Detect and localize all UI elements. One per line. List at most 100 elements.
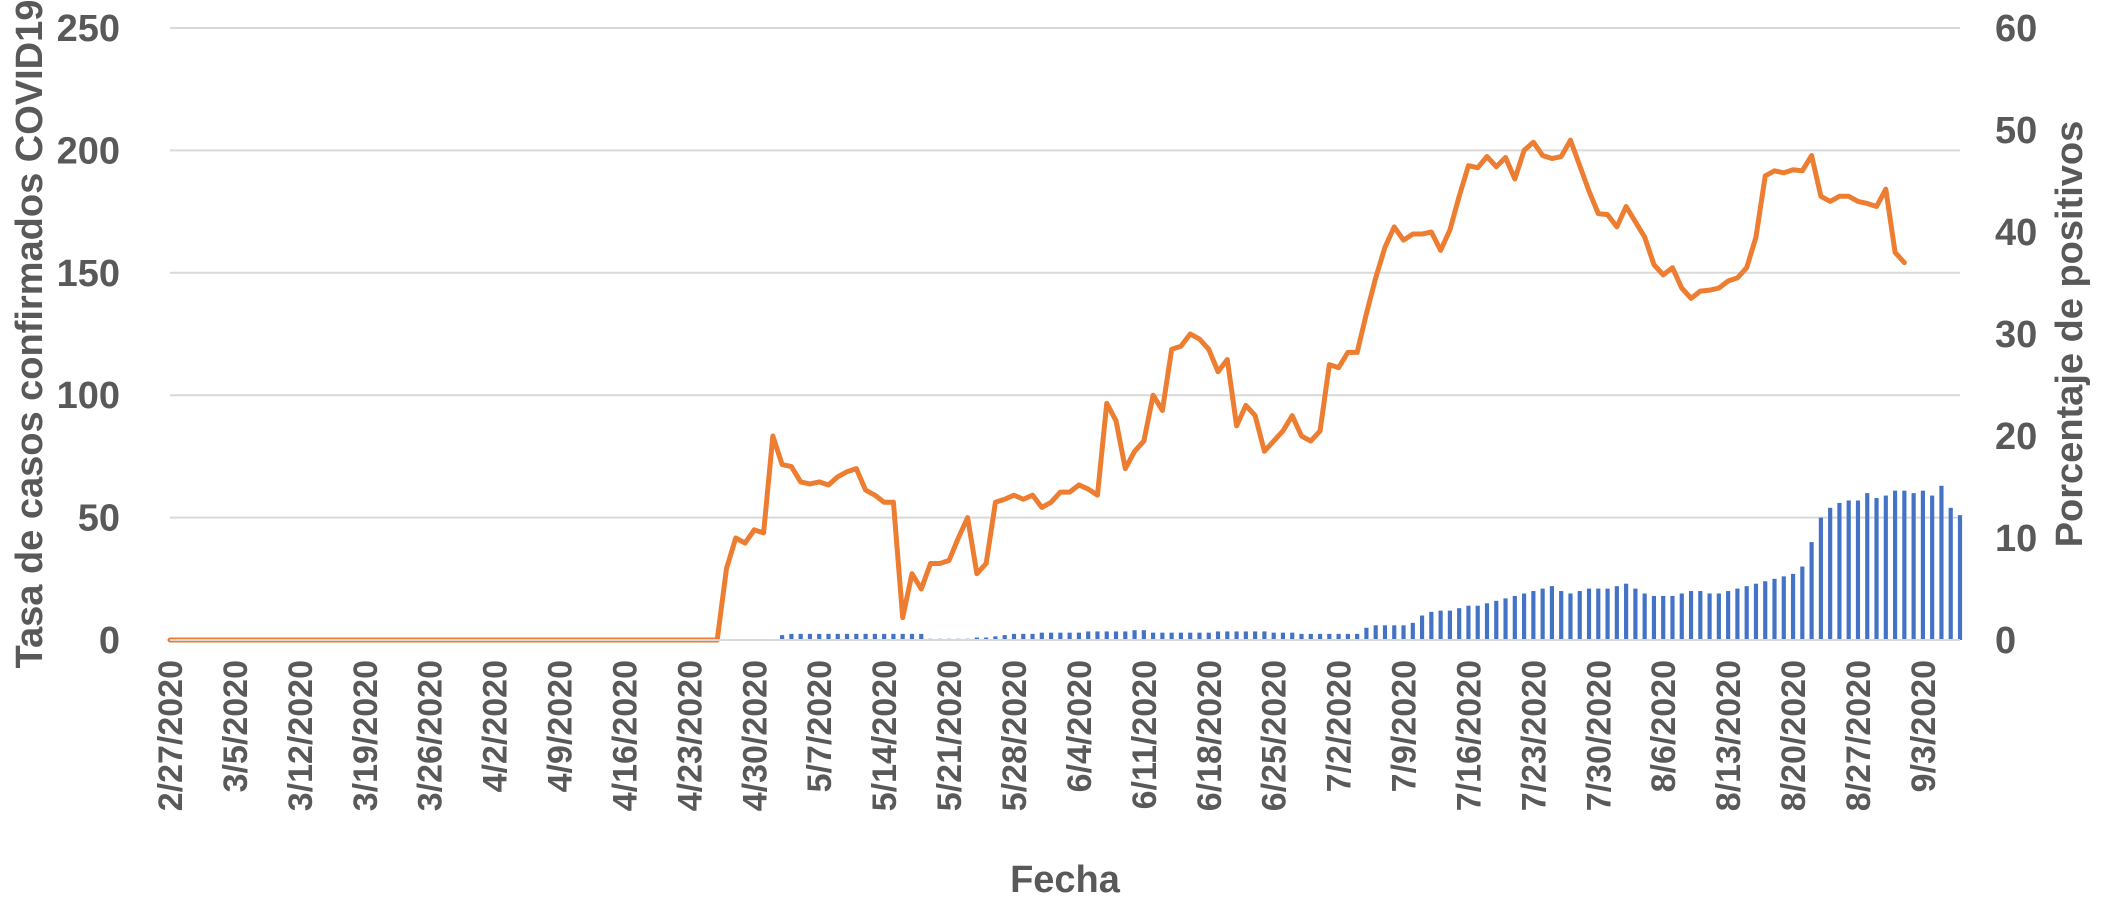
bar [1651,595,1657,640]
bar [1271,632,1276,640]
bar [1855,500,1861,640]
bar [1670,595,1675,640]
x-tick-label: 9/3/2020 [1905,660,1943,792]
gridlines [170,27,1960,519]
bar [826,633,831,640]
x-tick-label: 6/11/2020 [1126,660,1164,809]
x-tick-label: 7/30/2020 [1580,660,1618,811]
x-tick-label: 3/12/2020 [282,660,320,811]
right-y-tick-label: 30 [1995,314,2037,356]
bar [1401,625,1406,640]
bar [1197,632,1202,640]
bar [1225,631,1230,640]
bar [1661,595,1666,640]
left-y-tick-label: 200 [57,130,120,172]
bar [854,633,859,640]
bar [909,633,915,640]
bar [1911,493,1916,640]
bar [817,633,822,640]
bar [891,633,896,640]
bar [1920,490,1925,640]
bar [1596,588,1601,640]
bar [1800,566,1805,640]
right-y-axis-title: Porcentaje de positivos [2049,121,2091,548]
bar [1243,631,1248,640]
bar [1011,633,1017,640]
bar [1002,635,1007,640]
bar [1679,593,1684,640]
x-tick-label: 7/23/2020 [1515,660,1553,811]
right-y-axis-ticks: 0 10 20 30 40 50 60 [1995,8,2037,662]
x-tick-label: 4/2/2020 [477,660,515,792]
bar [1151,632,1156,640]
x-tick-label: 8/20/2020 [1775,660,1813,811]
bar [1568,593,1573,640]
bar [1132,630,1137,640]
bar [1892,490,1898,640]
bar [1586,588,1592,640]
bar [1633,588,1638,640]
bar [1067,632,1072,640]
left-y-tick-label: 100 [57,375,120,417]
bar [1883,495,1888,640]
bar [1317,633,1323,640]
bar [1049,632,1054,640]
bar [1076,632,1081,640]
bar [1104,631,1109,640]
bar [1169,632,1174,640]
bar [1021,633,1026,640]
x-tick-label: 3/19/2020 [347,660,385,811]
x-tick-label: 8/6/2020 [1645,660,1683,792]
bar [1308,633,1313,640]
bar [1039,632,1044,640]
bar [974,637,979,640]
x-tick-label: 8/27/2020 [1840,660,1878,811]
bar [1345,633,1350,640]
x-tick-label: 5/14/2020 [866,660,904,811]
bar [1410,622,1415,640]
x-tick-label: 4/16/2020 [606,660,644,811]
bar [882,633,887,640]
x-tick-label: 7/9/2020 [1386,660,1424,792]
x-tick-label: 7/16/2020 [1450,660,1488,811]
bar [1188,632,1193,640]
bar [1280,632,1286,640]
bar [789,633,794,640]
bar [1206,632,1211,640]
bar [984,637,989,640]
bar [1772,578,1777,640]
x-tick-label: 5/28/2020 [996,660,1034,811]
right-y-tick-label: 10 [1995,518,2037,560]
right-y-tick-label: 0 [1995,620,2016,662]
bar [1373,625,1378,640]
bar [1753,583,1759,640]
bar [1577,591,1582,640]
bar [1716,593,1721,640]
x-axis-ticks: 2/27/2020 3/5/2020 3/12/2020 3/19/2020 3/26/… [152,660,1943,811]
bar [1429,611,1434,640]
bar [1930,495,1935,640]
bar [1475,605,1480,640]
x-tick-label: 5/7/2020 [801,660,839,792]
bar [1865,493,1870,640]
bar [780,635,785,640]
bar [1364,627,1369,640]
bar [1095,631,1100,640]
bar [1030,633,1035,640]
x-tick-label: 2/27/2020 [152,660,190,811]
left-y-tick-label: 50 [78,498,120,540]
x-tick-label: 6/18/2020 [1191,660,1229,811]
bar [1160,632,1165,640]
right-y-tick-label: 20 [1995,416,2037,458]
bar [1957,515,1963,640]
bar [1902,490,1907,640]
bar [1299,633,1304,640]
bar [1559,591,1564,640]
bar [1494,600,1499,640]
bar [1642,593,1647,640]
x-tick-label: 8/13/2020 [1710,660,1748,811]
x-tick-label: 3/5/2020 [217,660,255,792]
bar [1809,542,1814,640]
bar [1392,625,1397,640]
